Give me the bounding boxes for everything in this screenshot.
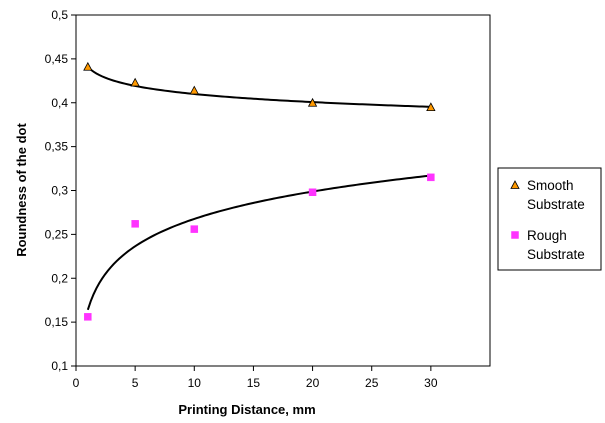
legend-label: Smooth bbox=[527, 178, 574, 193]
legend-label: Substrate bbox=[527, 197, 585, 212]
trendline-series-1 bbox=[87, 66, 431, 108]
data-point-series-1 bbox=[189, 85, 199, 95]
plot-frame bbox=[75, 14, 491, 367]
y-tick-label: 0,35 bbox=[45, 140, 69, 154]
y-tick-label: 0,2 bbox=[51, 271, 68, 285]
y-tick-label: 0,3 bbox=[51, 184, 68, 198]
data-markers bbox=[83, 61, 436, 321]
x-tick-label: 20 bbox=[306, 376, 320, 390]
data-point-series-2 bbox=[190, 225, 199, 233]
x-axis-title: Printing Distance, mm bbox=[178, 402, 315, 417]
x-tick-label: 15 bbox=[247, 376, 261, 390]
data-point-series-2 bbox=[308, 188, 317, 197]
y-tick-label: 0,5 bbox=[51, 8, 68, 22]
x-axis-ticks: 0 5 10 15 20 25 30 bbox=[73, 366, 438, 390]
data-point-series-1 bbox=[426, 102, 436, 112]
legend-label: Substrate bbox=[527, 247, 585, 262]
data-point-series-1 bbox=[307, 97, 318, 107]
legend-label: Rough bbox=[527, 228, 567, 243]
y-tick-label: 0,4 bbox=[51, 96, 68, 110]
x-tick-label: 25 bbox=[365, 376, 379, 390]
y-tick-label: 0,1 bbox=[51, 359, 68, 373]
y-axis-title: Roundness of the dot bbox=[14, 123, 29, 257]
trendlines bbox=[86, 66, 431, 311]
x-tick-label: 10 bbox=[188, 376, 202, 390]
data-point-series-2 bbox=[427, 173, 435, 182]
legend-marker-2 bbox=[511, 231, 519, 239]
x-tick-label: 0 bbox=[73, 376, 80, 390]
y-tick-label: 0,15 bbox=[45, 315, 69, 329]
x-tick-label: 5 bbox=[132, 376, 139, 390]
data-point-series-1 bbox=[83, 61, 93, 71]
trendline-series-2 bbox=[86, 174, 431, 311]
legend: Smooth Substrate Rough Substrate bbox=[497, 167, 602, 271]
axes bbox=[75, 14, 491, 367]
y-tick-label: 0,25 bbox=[45, 227, 69, 241]
legend-marker-1 bbox=[510, 180, 520, 189]
y-tick-label: 0,45 bbox=[45, 52, 69, 66]
y-axis-ticks: 0,1 0,15 0,2 0,25 0,3 0,35 0,4 0,45 0,5 bbox=[45, 8, 76, 373]
data-point-series-1 bbox=[130, 77, 140, 87]
x-tick-label: 30 bbox=[424, 376, 438, 390]
data-point-series-2 bbox=[84, 313, 92, 321]
data-point-series-2 bbox=[131, 220, 139, 228]
